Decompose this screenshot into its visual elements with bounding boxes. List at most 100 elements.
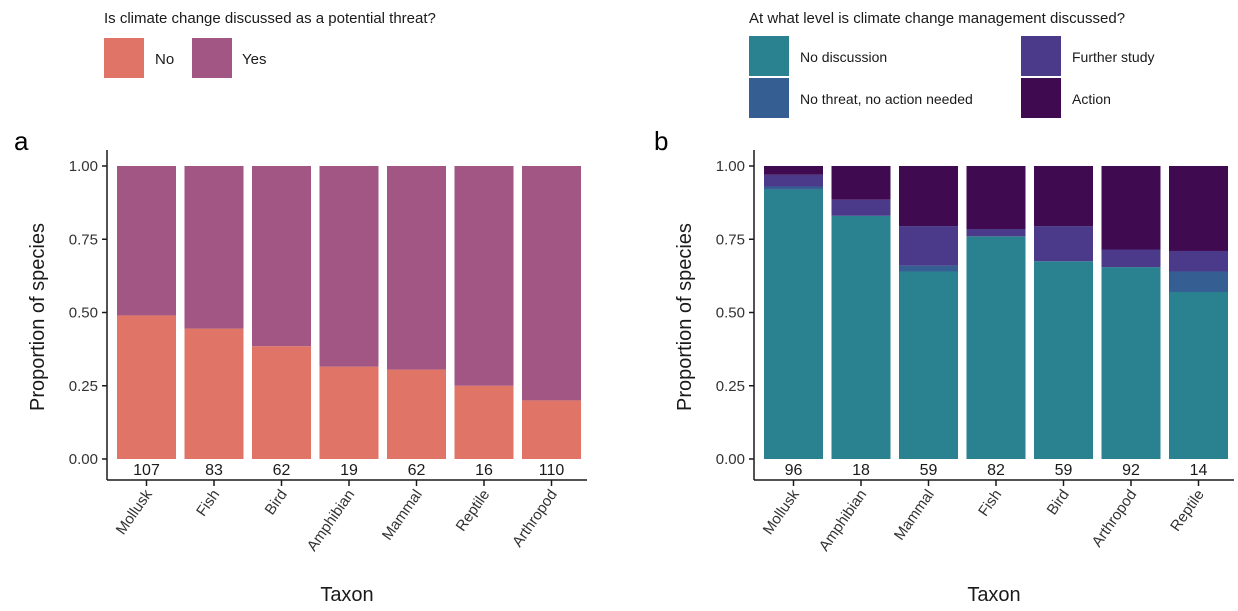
- panel-a-y-tick-label: 0.50: [69, 305, 98, 322]
- panel-b-count-label: 82: [987, 462, 1005, 479]
- panel-b-bar-bird-series-3: [1034, 166, 1093, 227]
- legend-b-title: At what level is climate change manageme…: [749, 10, 1125, 27]
- panel-b-bar-amphibian-series-3: [831, 166, 891, 200]
- panel-b-xaxis: Mollusk Amphibian Mammal Fish Bird Arthropod R…: [754, 479, 1234, 554]
- panel-b-x-title: Taxon: [967, 584, 1020, 606]
- panel-a-count-label: 19: [340, 462, 358, 479]
- panel-b-x-tick-label: Bird: [1044, 487, 1073, 519]
- panel-a-count-label: 16: [475, 462, 493, 479]
- panel-b-count-label: 14: [1190, 462, 1208, 479]
- legend-b-swatch-further-study: [1021, 36, 1061, 76]
- panel-a-count-label: 107: [133, 462, 160, 479]
- panel-b-yaxis: 0.00 0.25 0.50 0.75 1.00: [716, 150, 755, 480]
- panel-b-bar-fish-series-3: [966, 166, 1026, 229]
- panel-b-count-label: 96: [785, 462, 803, 479]
- legend-b-swatch-no-threat: [749, 78, 789, 118]
- panel-b-bar-reptile-series-2: [1169, 250, 1228, 272]
- panel-a-xaxis: Mollusk Fish Bird Amphibian Mammal Reptile Art…: [107, 479, 587, 555]
- panel-a-bar-arthropod-series-0: [522, 400, 581, 459]
- panel-b-bar-fish-series-0: [966, 236, 1026, 459]
- panel-b-bar-mollusk-series-3: [764, 166, 823, 175]
- legend-b-swatch-no-discussion: [749, 36, 789, 76]
- panel-a-y-tick-label: 1.00: [69, 158, 98, 175]
- panel-b-bar-fish-series-2: [966, 228, 1026, 237]
- panel-b-y-tick-label: 0.50: [716, 305, 745, 322]
- panel-b-x-tick-label: Arthropod: [1089, 487, 1141, 551]
- panel-b-y-tick-label: 1.00: [716, 158, 745, 175]
- panel-a-bar-fish-series-1: [184, 166, 244, 329]
- panel-b-y-tick-label: 0.00: [716, 451, 745, 468]
- panel-b-bar-mammal-series-1: [899, 265, 958, 272]
- legend-b-label-further-study: Further study: [1072, 49, 1154, 65]
- panel-a-bar-mammal-series-1: [387, 166, 446, 370]
- panel-b-count-label: 59: [1055, 462, 1073, 479]
- panel-b-bar-arthropod-series-2: [1101, 249, 1161, 268]
- panel-b-x-tick-label: Mammal: [891, 487, 938, 544]
- panel-a-bar-amphibian-series-0: [319, 366, 379, 459]
- panel-b-x-tick-label: Mollusk: [760, 486, 803, 538]
- panel-a-x-tick-label: Arthropod: [509, 487, 561, 551]
- panel-b: b 96 18 59 82 59 92 14 0.00 0.25 0.50 0.75 1.00 Mo…: [654, 126, 1234, 606]
- legend-a: Is climate change discussed as a potenti…: [104, 10, 436, 78]
- panel-a-bar-bird-series-1: [252, 166, 311, 347]
- panel-a-bar-reptile-series-0: [454, 385, 514, 459]
- panel-b-y-tick-label: 0.25: [716, 378, 745, 395]
- panel-a-count-label: 62: [273, 462, 291, 479]
- panel-a-x-title: Taxon: [320, 584, 373, 606]
- panel-a-yaxis: 0.00 0.25 0.50 0.75 1.00: [69, 150, 108, 480]
- panel-a-count-label: 62: [408, 462, 426, 479]
- panel-b-letter: b: [654, 126, 668, 156]
- panel-b-bar-bird-series-0: [1034, 261, 1093, 459]
- panel-a-y-tick-label: 0.25: [69, 378, 98, 395]
- panel-a-letter: a: [14, 126, 29, 156]
- panel-a-bar-arthropod-series-1: [522, 166, 581, 401]
- panel-b-bar-reptile-series-3: [1169, 166, 1228, 251]
- panel-b-count-label: 18: [852, 462, 870, 479]
- legend-b: At what level is climate change manageme…: [749, 10, 1154, 118]
- legend-b-label-no-discussion: No discussion: [800, 49, 887, 65]
- panel-b-bar-arthropod-series-0: [1101, 267, 1161, 459]
- panel-b-bar-mammal-series-0: [899, 271, 958, 459]
- panel-b-bar-reptile-series-0: [1169, 291, 1228, 459]
- panel-b-bar-mammal-series-2: [899, 226, 958, 266]
- panel-a-x-tick-label: Reptile: [453, 487, 494, 535]
- panel-a-y-title: Proportion of species: [27, 223, 49, 411]
- legend-a-label-no: No: [155, 51, 174, 68]
- panel-a-counts: 107 83 62 19 62 16 110: [133, 462, 564, 479]
- panel-b-count-label: 59: [920, 462, 938, 479]
- legend-a-swatch-no: [104, 38, 144, 78]
- legend-a-swatch-yes: [192, 38, 232, 78]
- legend-b-label-action: Action: [1072, 91, 1111, 107]
- panel-b-y-title: Proportion of species: [674, 223, 696, 411]
- panel-a-bar-amphibian-series-1: [319, 166, 379, 367]
- panel-b-bar-mollusk-series-0: [764, 189, 823, 459]
- panel-b-bar-mollusk-series-2: [764, 174, 823, 187]
- panel-a-count-label: 83: [205, 462, 223, 479]
- panel-a-x-tick-label: Amphibian: [304, 487, 359, 555]
- panel-b-x-tick-label: Reptile: [1167, 487, 1208, 535]
- panel-b-bar-amphibian-series-2: [831, 199, 891, 216]
- panel-b-bar-arthropod-series-3: [1101, 166, 1161, 250]
- panel-b-y-tick-label: 0.75: [716, 231, 745, 248]
- panel-a-bar-mammal-series-0: [387, 369, 446, 459]
- panel-a: a 107 83 62 19 62 16 110 0.000.250.500.751.00 …: [14, 126, 587, 606]
- panel-a-bar-fish-series-0: [184, 328, 244, 459]
- panel-a-x-tick-label: Bird: [262, 487, 291, 519]
- panel-a-x-tick-label: Mollusk: [113, 486, 156, 538]
- panel-a-x-tick-label: Mammal: [379, 487, 426, 544]
- panel-a-y-tick-label: 0.00: [69, 451, 98, 468]
- legend-b-label-no-threat: No threat, no action needed: [800, 91, 973, 107]
- panel-a-bar-bird-series-0: [252, 346, 311, 459]
- panel-b-count-label: 92: [1122, 462, 1140, 479]
- panel-a-bar-mollusk-series-1: [117, 166, 176, 316]
- panel-b-bar-mollusk-series-1: [764, 186, 823, 190]
- legend-b-swatch-action: [1021, 78, 1061, 118]
- panel-b-bar-reptile-series-1: [1169, 271, 1228, 292]
- panel-a-bar-mollusk-series-0: [117, 315, 176, 459]
- panel-a-count-label: 110: [539, 462, 565, 479]
- panel-b-counts: 96 18 59 82 59 92 14: [785, 462, 1208, 479]
- panel-a-bar-reptile-series-1: [454, 166, 514, 386]
- legend-a-label-yes: Yes: [242, 51, 266, 68]
- panel-a-bars: [117, 166, 581, 459]
